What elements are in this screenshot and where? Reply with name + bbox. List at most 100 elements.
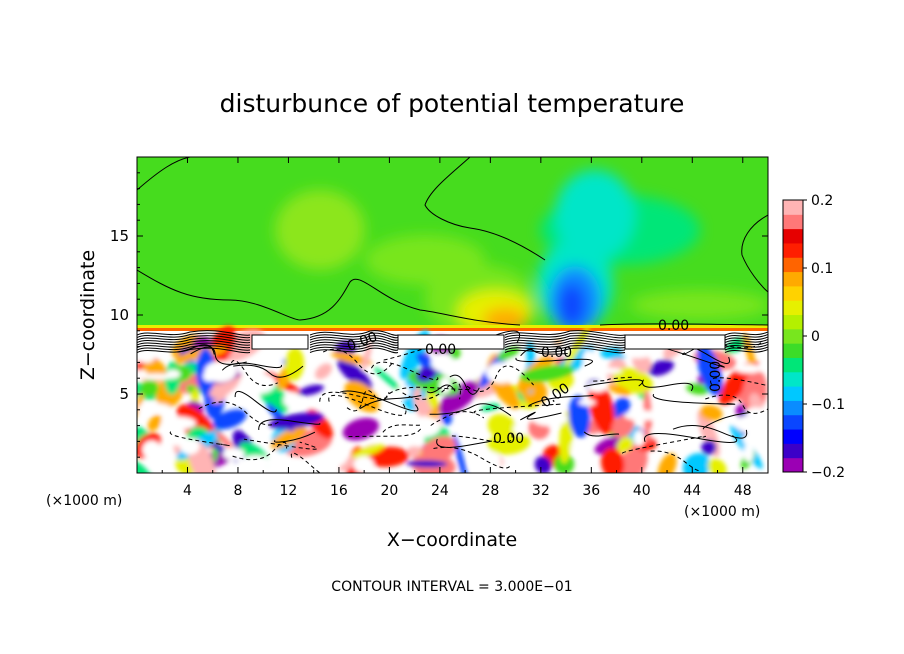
- contour-line: [724, 331, 768, 336]
- x-tick-label: 12: [280, 483, 298, 499]
- field-blob-white: [570, 442, 584, 454]
- contour-line: [243, 438, 318, 450]
- contour-line: [370, 361, 439, 381]
- contour-line: [309, 342, 399, 349]
- colorbar-swatch: [783, 300, 803, 316]
- x-tick-label: 32: [532, 483, 550, 499]
- field-blob: [616, 436, 634, 453]
- contour-line: [258, 419, 321, 431]
- field-blob: [568, 395, 591, 439]
- contour-line: [652, 393, 736, 405]
- contour-line: [169, 431, 231, 447]
- plot-area: [137, 157, 768, 473]
- field-blob-white: [169, 438, 199, 447]
- contour-label: 0.00: [425, 342, 456, 358]
- field-blob: [373, 367, 403, 393]
- contour-line: [309, 335, 399, 341]
- field-blob: [686, 383, 709, 395]
- x-tick-label: 16: [330, 483, 348, 499]
- contour-line: [309, 330, 399, 336]
- contour-line: [593, 376, 634, 382]
- contour-line: [451, 431, 513, 444]
- field-blob: [657, 453, 677, 473]
- field-blob-white: [578, 399, 596, 406]
- field-blob: [600, 447, 625, 473]
- x-tick-label: 4: [183, 483, 192, 499]
- contour-line: [137, 342, 251, 349]
- field-blob: [611, 397, 631, 419]
- field-blob: [553, 453, 575, 473]
- field-blob-white: [587, 381, 607, 393]
- field-blob-white: [137, 403, 171, 413]
- contour-line: [504, 332, 626, 339]
- contour-label: 0.00: [541, 345, 572, 361]
- x-unit-right: (×1000 m): [684, 504, 760, 520]
- colorbar-tick-label: 0.2: [811, 193, 833, 209]
- x-tick-label: 44: [683, 483, 701, 499]
- x-tick-label: 24: [431, 483, 449, 499]
- contour-line: [504, 337, 626, 344]
- contour-line: [137, 345, 251, 351]
- contour-line: [583, 431, 620, 437]
- field-blob: [342, 417, 379, 441]
- contour-line: [724, 346, 768, 351]
- contour-line: [528, 394, 594, 406]
- colorbar-swatch: [783, 285, 803, 301]
- field-blob-white: [222, 447, 245, 460]
- field-blob: [611, 414, 635, 438]
- contour-line: [504, 347, 626, 354]
- contour-line: [724, 339, 768, 343]
- field-blob-white: [491, 362, 516, 373]
- field-blob: [480, 403, 501, 412]
- contour-label: 0.00: [658, 318, 689, 334]
- field-blob: [140, 380, 159, 397]
- colorbar-swatch: [783, 429, 803, 444]
- field-blob: [487, 431, 531, 455]
- contour-line: [515, 357, 593, 367]
- contour-line: [741, 214, 768, 293]
- field-blob: [453, 434, 469, 473]
- turbulent-blobs: [137, 325, 768, 473]
- contour-line: [504, 330, 626, 336]
- x-tick-label: 36: [582, 483, 600, 499]
- colorbar-swatch: [783, 457, 803, 473]
- y-tick-label: 10: [110, 306, 129, 324]
- colorbar-tick-label: 0.1: [811, 261, 833, 277]
- contour-line: [702, 412, 751, 430]
- contour-line: [724, 344, 768, 348]
- contour-line: [504, 340, 626, 346]
- field-blob: [147, 414, 162, 432]
- contour-line: [433, 446, 510, 469]
- colorbar-swatch: [783, 400, 803, 416]
- contour-line: [436, 438, 492, 448]
- contour-line: [137, 335, 251, 341]
- contour-line: [724, 341, 768, 346]
- field-blob-white: [408, 416, 441, 438]
- contour-line: [309, 340, 399, 346]
- field-blob-white: [397, 385, 411, 399]
- contour-line: [198, 401, 279, 426]
- colorbar-swatch: [783, 371, 803, 387]
- field-blob: [212, 409, 247, 430]
- contour-line: [672, 425, 748, 439]
- field-blob: [519, 364, 575, 383]
- boundary-boxes: [251, 334, 726, 350]
- contour-line: [273, 431, 316, 443]
- field-blob: [697, 344, 723, 396]
- field-blob: [215, 430, 235, 452]
- contour-line: [233, 364, 304, 378]
- colorbar-swatch: [783, 357, 803, 373]
- field-blob: [337, 359, 373, 391]
- x-tick-label: 40: [633, 483, 651, 499]
- colorbar-swatch: [783, 200, 803, 215]
- y-axis: 5 10 15: [110, 172, 768, 458]
- contour-line: [137, 347, 251, 354]
- field-blob: [718, 362, 754, 406]
- field-blob: [588, 381, 615, 435]
- field-blob: [284, 347, 305, 381]
- contour-line: [137, 337, 251, 344]
- field-blob: [647, 359, 674, 376]
- contour-line: [221, 362, 282, 371]
- contour-line: [520, 411, 562, 421]
- field-blob: [351, 444, 385, 459]
